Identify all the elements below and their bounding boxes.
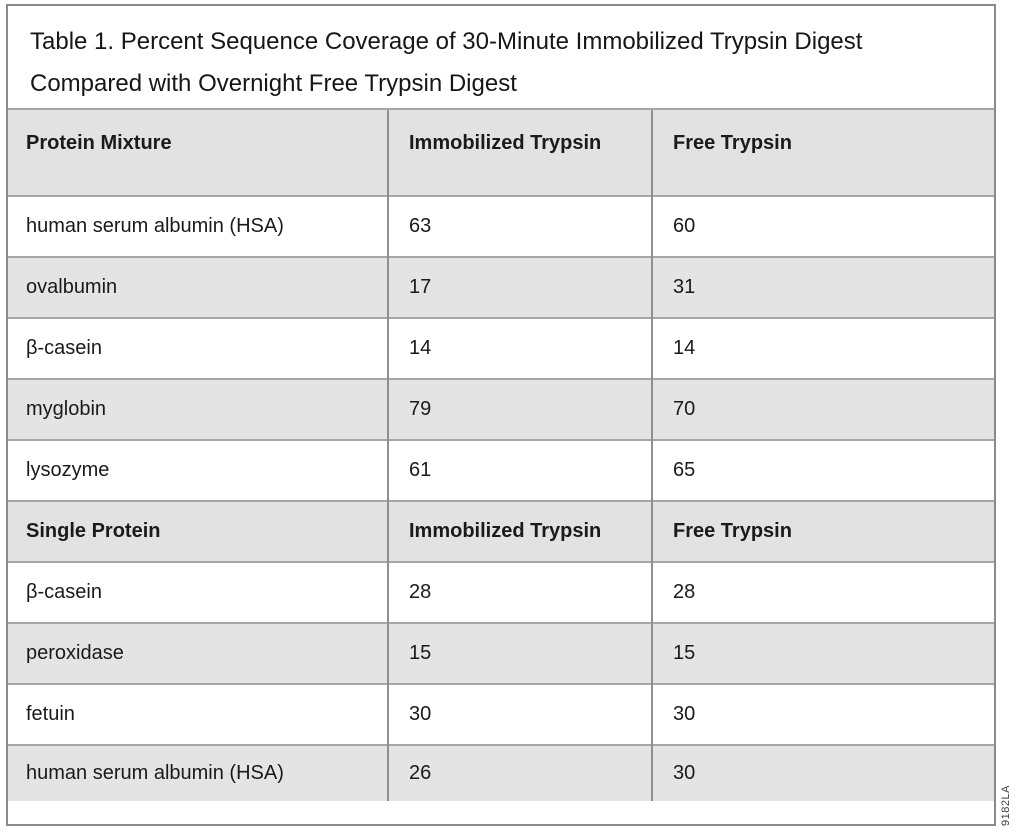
cell-protein: human serum albumin (HSA) <box>8 744 388 801</box>
cell-protein: ovalbumin <box>8 256 388 318</box>
cell-immobilized-value: 30 <box>387 683 652 745</box>
table-header-row-single-protein: Single Protein Immobilized Trypsin Free … <box>8 500 994 562</box>
table-row: β-casein 14 14 <box>8 317 994 379</box>
cell-free-value: 30 <box>651 744 994 801</box>
table-header-row-protein-mixture: Protein Mixture Immobilized Trypsin Free… <box>8 108 994 196</box>
cell-protein: myglobin <box>8 378 388 440</box>
figure-art-number: 9182LA <box>1000 785 1012 826</box>
cell-free-value: 65 <box>651 439 994 501</box>
cell-immobilized-value: 79 <box>387 378 652 440</box>
column-header-immobilized-trypsin: Immobilized Trypsin <box>387 500 652 562</box>
cell-protein: β-casein <box>8 561 388 623</box>
column-header-protein-mixture: Protein Mixture <box>8 108 388 196</box>
cell-immobilized-value: 63 <box>387 195 652 257</box>
cell-immobilized-value: 14 <box>387 317 652 379</box>
table-caption-line2: Compared with Overnight Free Trypsin Dig… <box>30 70 517 97</box>
cell-free-value: 60 <box>651 195 994 257</box>
column-header-free-trypsin: Free Trypsin <box>651 108 994 196</box>
cell-free-value: 15 <box>651 622 994 684</box>
cell-free-value: 30 <box>651 683 994 745</box>
table-row: human serum albumin (HSA) 26 30 <box>8 744 994 801</box>
sequence-coverage-table: Protein Mixture Immobilized Trypsin Free… <box>8 108 994 801</box>
cell-protein: fetuin <box>8 683 388 745</box>
table-row: ovalbumin 17 31 <box>8 256 994 318</box>
table-row: lysozyme 61 65 <box>8 439 994 501</box>
cell-protein: peroxidase <box>8 622 388 684</box>
cell-immobilized-value: 26 <box>387 744 652 801</box>
column-header-free-trypsin: Free Trypsin <box>651 500 994 562</box>
cell-protein: human serum albumin (HSA) <box>8 195 388 257</box>
table-figure-frame: Table 1. Percent Sequence Coverage of 30… <box>6 4 996 826</box>
table-row: human serum albumin (HSA) 63 60 <box>8 195 994 257</box>
cell-free-value: 14 <box>651 317 994 379</box>
table-caption: Table 1. Percent Sequence Coverage of 30… <box>8 6 994 108</box>
cell-immobilized-value: 61 <box>387 439 652 501</box>
cell-immobilized-value: 15 <box>387 622 652 684</box>
table-row: peroxidase 15 15 <box>8 622 994 684</box>
column-header-single-protein: Single Protein <box>8 500 388 562</box>
table-row: fetuin 30 30 <box>8 683 994 745</box>
cell-immobilized-value: 28 <box>387 561 652 623</box>
cell-protein: lysozyme <box>8 439 388 501</box>
cell-free-value: 70 <box>651 378 994 440</box>
cell-protein: β-casein <box>8 317 388 379</box>
cell-free-value: 31 <box>651 256 994 318</box>
table-row: myglobin 79 70 <box>8 378 994 440</box>
column-header-immobilized-trypsin: Immobilized Trypsin <box>387 108 652 196</box>
table-row: β-casein 28 28 <box>8 561 994 623</box>
cell-immobilized-value: 17 <box>387 256 652 318</box>
cell-free-value: 28 <box>651 561 994 623</box>
table-caption-line1: Table 1. Percent Sequence Coverage of 30… <box>30 28 863 55</box>
